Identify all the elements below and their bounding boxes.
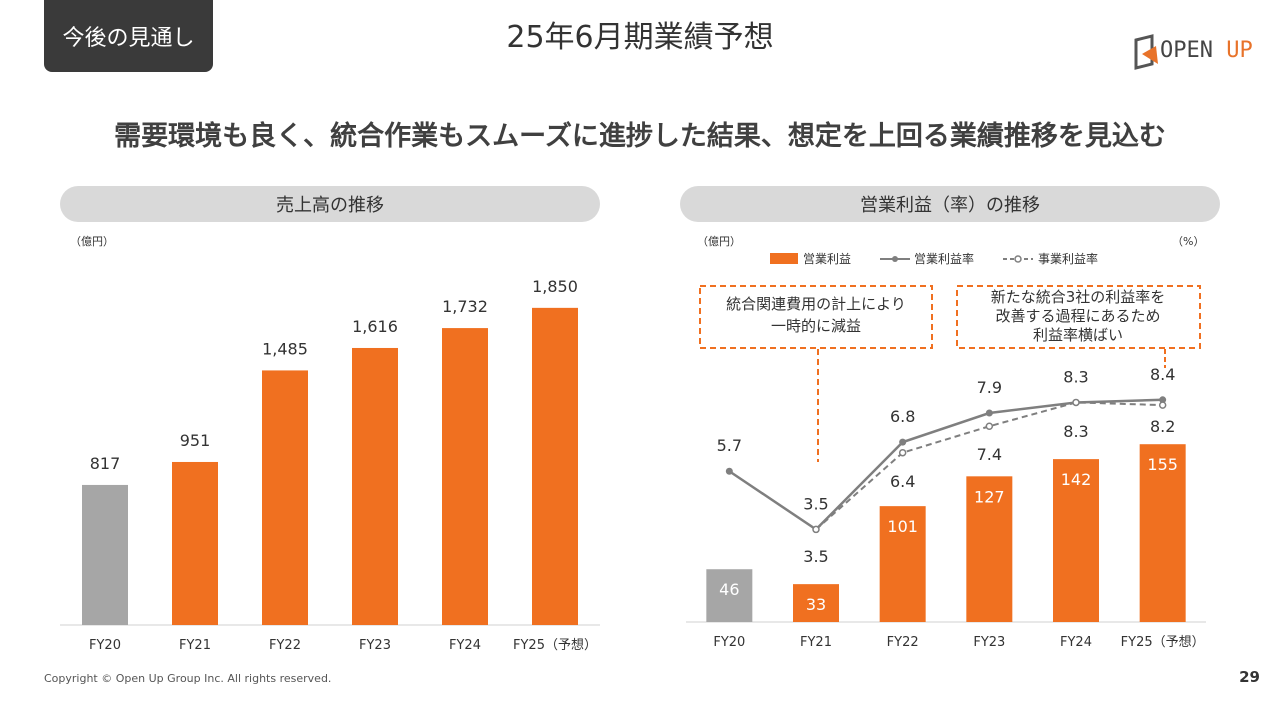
operating-margin-point	[725, 467, 733, 475]
annotation-text: 一時的に減益	[771, 317, 861, 335]
business-margin-point	[812, 525, 820, 534]
business-margin-point	[1158, 401, 1167, 409]
revenue-x-tick: FY23	[359, 638, 391, 653]
profit-x-tick: FY23	[973, 635, 1005, 650]
business-margin-label: 8.3	[1063, 422, 1088, 441]
business-margin-point	[1072, 398, 1080, 407]
page-number: 29	[1239, 668, 1260, 686]
legend-label: 営業利益	[803, 252, 851, 266]
revenue-value-label: 817	[90, 454, 121, 473]
operating-margin-label: 3.5	[803, 494, 828, 513]
profit-x-tick: FY22	[887, 635, 919, 650]
operating-margin-line	[728, 398, 1163, 532]
legend-label: 営業利益率	[914, 251, 974, 266]
business-margin-line	[815, 401, 1163, 531]
legend-dashed-marker	[1014, 255, 1022, 263]
operating-margin-label: 7.9	[977, 378, 1002, 397]
business-margin-point	[985, 422, 994, 431]
business-margin-label: 8.2	[1150, 417, 1175, 436]
business-margin-label: 3.5	[803, 547, 828, 566]
profit-bar	[706, 569, 753, 622]
revenue-bar	[172, 461, 218, 625]
revenue-panel-title: 売上高の推移	[60, 186, 600, 222]
profit-bar	[793, 584, 839, 622]
profit-x-tick: FY20	[713, 635, 745, 650]
profit-bar-label: 127	[974, 487, 1005, 506]
legend-label: 事業利益率	[1038, 251, 1098, 266]
revenue-x-tick: FY24	[449, 638, 481, 653]
revenue-x-tick: FY22	[269, 638, 301, 653]
annotation-box	[699, 285, 933, 349]
revenue-value-label: 1,732	[442, 297, 488, 316]
revenue-x-tick: FY21	[179, 638, 211, 653]
profit-bar	[966, 476, 1013, 622]
revenue-bar	[352, 347, 398, 625]
copyright: Copyright © Open Up Group Inc. All right…	[44, 672, 332, 685]
profit-bar	[1139, 444, 1186, 622]
profit-bar-label: 101	[887, 517, 918, 536]
profit-x-tick: FY21	[800, 635, 832, 650]
business-margin-label: 7.4	[977, 445, 1002, 464]
annotation-text: 新たな統合3社の利益率を	[991, 288, 1166, 306]
revenue-unit-label: （億円）	[70, 235, 114, 248]
annotation-box	[956, 285, 1201, 349]
section-tag: 今後の見通し	[44, 0, 213, 72]
annotation-text: 利益率横ばい	[1033, 326, 1123, 344]
revenue-x-tick: FY25（予想）	[513, 637, 597, 653]
operating-margin-label: 8.4	[1150, 365, 1175, 384]
profit-right-unit-label: （%）	[1172, 235, 1204, 248]
profit-bar-label: 155	[1147, 455, 1178, 474]
business-margin-label: 6.4	[890, 472, 915, 491]
profit-bar-label: 142	[1061, 470, 1092, 489]
business-margin-point	[898, 448, 907, 457]
operating-margin-point	[899, 438, 907, 446]
annotation-text: 改善する過程にあるため	[995, 307, 1160, 325]
revenue-bar	[442, 328, 488, 625]
slide-title: 25年6月期業績予想	[506, 20, 774, 55]
revenue-value-label: 1,485	[262, 339, 308, 358]
headline: 需要環境も良く、統合作業もスムーズに進捗した結果、想定を上回る業績推移を見込む	[114, 121, 1166, 152]
operating-margin-label: 5.7	[717, 436, 742, 455]
operating-margin-point	[1159, 396, 1167, 404]
profit-x-tick: FY24	[1060, 635, 1092, 650]
profit-bar	[879, 506, 926, 622]
profit-x-tick: FY25（予想）	[1121, 634, 1205, 650]
revenue-x-tick: FY20	[89, 638, 121, 653]
logo-text: OPEN UP	[1160, 38, 1253, 63]
profit-bar-label: 33	[806, 595, 826, 614]
revenue-value-label: 1,616	[352, 317, 398, 336]
profit-bar	[1053, 459, 1099, 622]
profit-panel-title: 営業利益（率）の推移	[680, 186, 1220, 222]
annotation-text: 統合関連費用の計上により	[726, 295, 906, 313]
revenue-bar	[82, 484, 128, 625]
profit-bar-label: 46	[719, 580, 739, 599]
logo-icon	[1134, 34, 1158, 70]
profit-unit-label: （億円）	[697, 235, 741, 248]
revenue-bar	[532, 307, 578, 625]
legend-line-marker	[892, 256, 898, 262]
revenue-value-label: 1,850	[532, 277, 578, 296]
operating-margin-point	[985, 409, 993, 417]
revenue-bar	[262, 370, 308, 625]
operating-margin-label: 8.3	[1063, 367, 1088, 386]
revenue-value-label: 951	[180, 431, 211, 450]
operating-margin-label: 6.8	[890, 407, 915, 426]
legend-bar-swatch	[770, 253, 798, 264]
